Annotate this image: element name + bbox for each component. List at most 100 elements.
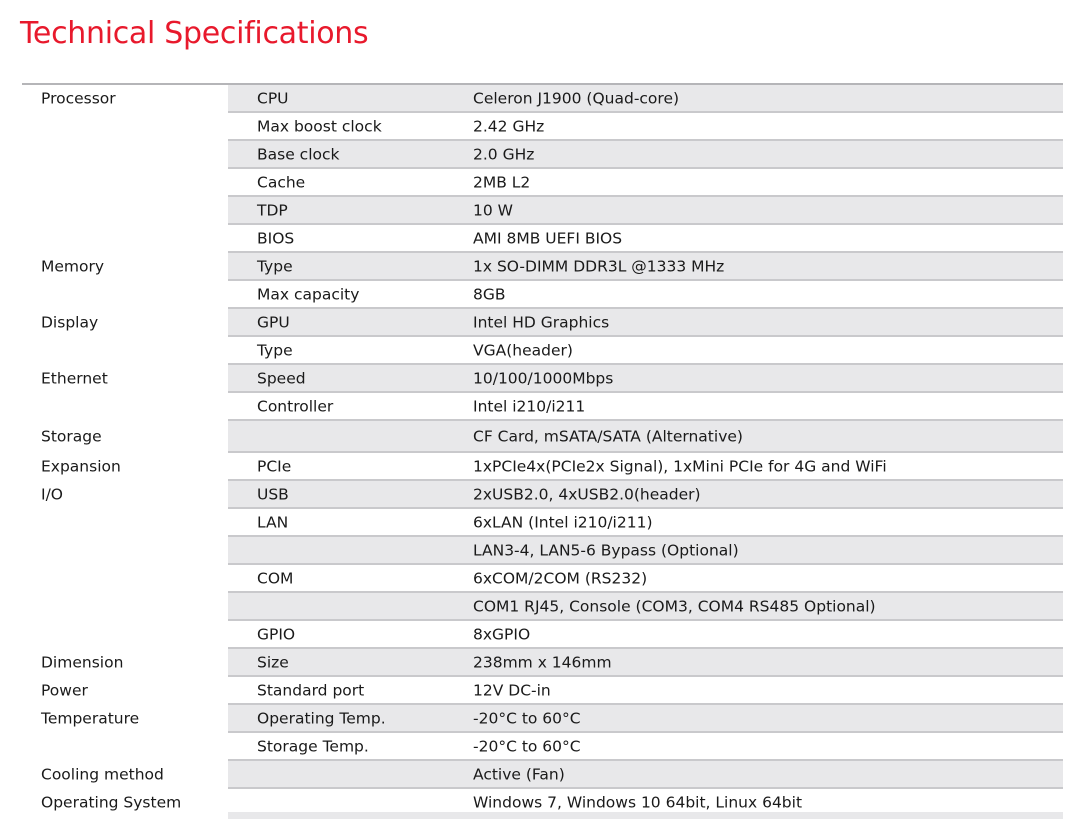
spec-value: Celeron J1900 (Quad-core) bbox=[473, 89, 680, 108]
row-band bbox=[228, 421, 1063, 453]
row-band bbox=[228, 481, 1063, 509]
spec-key: USB bbox=[257, 485, 289, 504]
row-band bbox=[228, 309, 1063, 337]
row-band bbox=[228, 565, 1063, 593]
spec-key: Standard port bbox=[257, 681, 365, 700]
row-band bbox=[228, 141, 1063, 169]
spec-category: Operating System bbox=[41, 793, 182, 812]
spec-value: LAN3-4, LAN5-6 Bypass (Optional) bbox=[473, 541, 739, 560]
spec-key: Operating Temp. bbox=[257, 709, 386, 728]
spec-row: Base clock 2.0 GHz bbox=[22, 141, 1063, 169]
spec-value: 12V DC-in bbox=[473, 681, 551, 700]
spec-key: Max boost clock bbox=[257, 117, 382, 136]
row-band bbox=[228, 733, 1063, 761]
spec-row: Power Standard port 12V DC-in bbox=[22, 677, 1063, 705]
spec-category: Display bbox=[41, 313, 99, 332]
spec-category: Dimension bbox=[41, 653, 124, 672]
spec-key: PCIe bbox=[257, 457, 292, 476]
spec-row: TDP 10 W bbox=[22, 197, 1063, 225]
spec-row: Max boost clock 2.42 GHz bbox=[22, 113, 1063, 141]
spec-row: I/O USB 2xUSB2.0, 4xUSB2.0(header) bbox=[22, 481, 1063, 509]
spec-row: Controller Intel i210/i211 bbox=[22, 393, 1063, 421]
spec-key: Cache bbox=[257, 173, 306, 192]
spec-value: 6xCOM/2COM (RS232) bbox=[473, 569, 648, 588]
spec-row: Storage Temp. -20°C to 60°C bbox=[22, 733, 1063, 761]
spec-row: Ethernet Speed 10/100/1000Mbps bbox=[22, 365, 1063, 393]
row-band bbox=[228, 649, 1063, 677]
spec-value: Windows 7, Windows 10 64bit, Linux 64bit bbox=[473, 793, 803, 812]
spec-table: Processor CPU Celeron J1900 (Quad-core) Max… bbox=[22, 85, 1063, 817]
spec-row: Cache 2MB L2 bbox=[22, 169, 1063, 197]
spec-row: Memory Type 1x SO-DIMM DDR3L @1333 MHz bbox=[22, 253, 1063, 281]
spec-value: -20°C to 60°C bbox=[473, 737, 581, 756]
spec-row: Processor CPU Celeron J1900 (Quad-core) bbox=[22, 85, 1063, 113]
spec-row: Type VGA(header) bbox=[22, 337, 1063, 365]
spec-key: Speed bbox=[257, 369, 306, 388]
spec-value: 2.0 GHz bbox=[473, 145, 535, 164]
spec-category: Storage bbox=[41, 427, 102, 446]
spec-row: LAN 6xLAN (Intel i210/i211) bbox=[22, 509, 1063, 537]
spec-key: Controller bbox=[257, 397, 334, 416]
row-band bbox=[228, 253, 1063, 281]
spec-category: I/O bbox=[41, 485, 63, 504]
spec-key: TDP bbox=[257, 201, 288, 220]
spec-key: COM bbox=[257, 569, 294, 588]
spec-value: 1xPCIe4x(PCIe2x Signal), 1xMini PCIe for… bbox=[473, 457, 887, 476]
spec-value: Intel HD Graphics bbox=[473, 313, 610, 332]
row-band bbox=[228, 621, 1063, 649]
table-top-rule bbox=[22, 83, 1063, 85]
row-band bbox=[228, 453, 1063, 481]
spec-key: CPU bbox=[257, 89, 289, 108]
spec-row: Max capacity 8GB bbox=[22, 281, 1063, 309]
spec-category: Processor bbox=[41, 89, 116, 108]
spec-row: BIOS AMI 8MB UEFI BIOS bbox=[22, 225, 1063, 253]
spec-key: Base clock bbox=[257, 145, 340, 164]
row-band bbox=[228, 393, 1063, 421]
spec-value: 6xLAN (Intel i210/i211) bbox=[473, 513, 653, 532]
spec-category: Expansion bbox=[41, 457, 121, 476]
spec-row: Display GPU Intel HD Graphics bbox=[22, 309, 1063, 337]
row-band bbox=[228, 537, 1063, 565]
table-bottom-band bbox=[228, 812, 1063, 819]
spec-row: Expansion PCIe 1xPCIe4x(PCIe2x Signal), 1x… bbox=[22, 453, 1063, 481]
row-band bbox=[228, 761, 1063, 789]
spec-value: 10 W bbox=[473, 201, 513, 220]
spec-value: 8xGPIO bbox=[473, 625, 531, 644]
spec-key: Storage Temp. bbox=[257, 737, 369, 756]
spec-row: Temperature Operating Temp. -20°C to 60°C bbox=[22, 705, 1063, 733]
spec-key: Type bbox=[257, 257, 293, 276]
spec-value: AMI 8MB UEFI BIOS bbox=[473, 229, 623, 248]
spec-row: GPIO 8xGPIO bbox=[22, 621, 1063, 649]
row-band bbox=[228, 281, 1063, 309]
row-band bbox=[228, 365, 1063, 393]
spec-row: Cooling method Active (Fan) bbox=[22, 761, 1063, 789]
row-band bbox=[228, 197, 1063, 225]
row-band bbox=[228, 509, 1063, 537]
row-band bbox=[228, 593, 1063, 621]
spec-key: Max capacity bbox=[257, 285, 360, 304]
spec-row: Dimension Size 238mm x 146mm bbox=[22, 649, 1063, 677]
spec-value: 238mm x 146mm bbox=[473, 653, 612, 672]
spec-value: CF Card, mSATA/SATA (Alternative) bbox=[473, 427, 743, 446]
spec-value: 2xUSB2.0, 4xUSB2.0(header) bbox=[473, 485, 701, 504]
spec-category: Memory bbox=[41, 257, 105, 276]
spec-key: Type bbox=[257, 341, 293, 360]
row-band bbox=[228, 705, 1063, 733]
spec-row: LAN3-4, LAN5-6 Bypass (Optional) bbox=[22, 537, 1063, 565]
spec-value: 8GB bbox=[473, 285, 506, 304]
row-band bbox=[228, 677, 1063, 705]
spec-key: GPU bbox=[257, 313, 290, 332]
row-band bbox=[228, 337, 1063, 365]
row-band bbox=[228, 113, 1063, 141]
row-band bbox=[228, 169, 1063, 197]
spec-key: BIOS bbox=[257, 229, 295, 248]
spec-row: Storage CF Card, mSATA/SATA (Alternative) bbox=[22, 421, 1063, 453]
spec-value: VGA(header) bbox=[473, 341, 573, 360]
spec-value: Active (Fan) bbox=[473, 765, 565, 784]
spec-key: Size bbox=[257, 653, 289, 672]
spec-value: 1x SO-DIMM DDR3L @1333 MHz bbox=[473, 257, 725, 276]
page-title: Technical Specifications bbox=[20, 16, 369, 51]
spec-category: Power bbox=[41, 681, 88, 700]
spec-category: Cooling method bbox=[41, 765, 164, 784]
spec-value: -20°C to 60°C bbox=[473, 709, 581, 728]
